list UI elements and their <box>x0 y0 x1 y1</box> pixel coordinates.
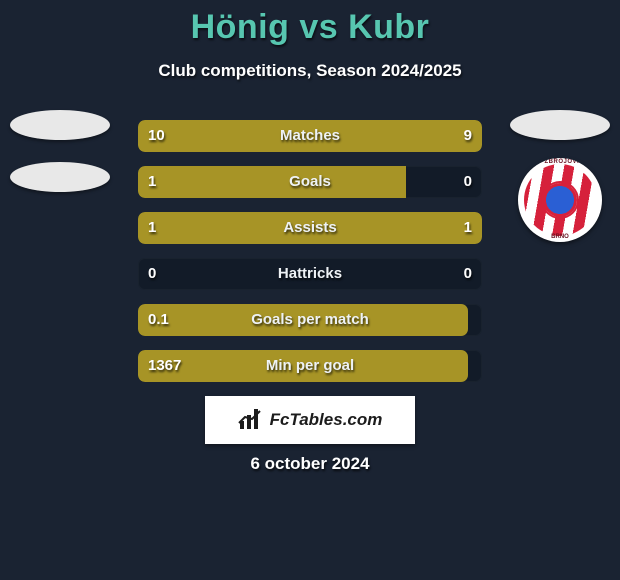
source-brand-text: FcTables.com <box>270 410 383 430</box>
stat-label: Matches <box>138 120 482 152</box>
player2-value: 0 <box>464 258 472 290</box>
stat-row: 0Hattricks0 <box>138 258 482 290</box>
player2-badge-area: FC ZBROJOVKA BRNO <box>505 110 615 220</box>
stat-row: 1367Min per goal <box>138 350 482 382</box>
player1-photo-placeholder <box>10 110 110 140</box>
player2-value: 1 <box>464 212 472 244</box>
stat-label: Hattricks <box>138 258 482 290</box>
player1-badge-area <box>5 110 115 220</box>
stat-row: 1Goals0 <box>138 166 482 198</box>
page-subtitle: Club competitions, Season 2024/2025 <box>0 61 620 81</box>
stat-row: 1Assists1 <box>138 212 482 244</box>
crest-bottom-text: BRNO <box>518 234 602 240</box>
snapshot-date: 6 october 2024 <box>0 454 620 474</box>
stat-row: 10Matches9 <box>138 120 482 152</box>
stat-row: 0.1Goals per match <box>138 304 482 336</box>
stat-label: Assists <box>138 212 482 244</box>
page-title: Hönig vs Kubr <box>0 0 620 47</box>
stats-table: 10Matches91Goals01Assists10Hattricks00.1… <box>138 120 482 396</box>
comparison-card: Hönig vs Kubr Club competitions, Season … <box>0 0 620 580</box>
player2-value: 9 <box>464 120 472 152</box>
crest-center-ball <box>543 183 577 217</box>
stat-label: Min per goal <box>138 350 482 382</box>
stat-label: Goals <box>138 166 482 198</box>
bar-chart-icon <box>238 409 264 431</box>
player2-value: 0 <box>464 166 472 198</box>
source-badge[interactable]: FcTables.com <box>205 396 415 444</box>
player1-club-placeholder <box>10 162 110 192</box>
player2-club-crest: FC ZBROJOVKA BRNO <box>518 158 602 242</box>
player2-photo-placeholder <box>510 110 610 140</box>
crest-stripes <box>524 164 596 236</box>
stat-label: Goals per match <box>138 304 482 336</box>
